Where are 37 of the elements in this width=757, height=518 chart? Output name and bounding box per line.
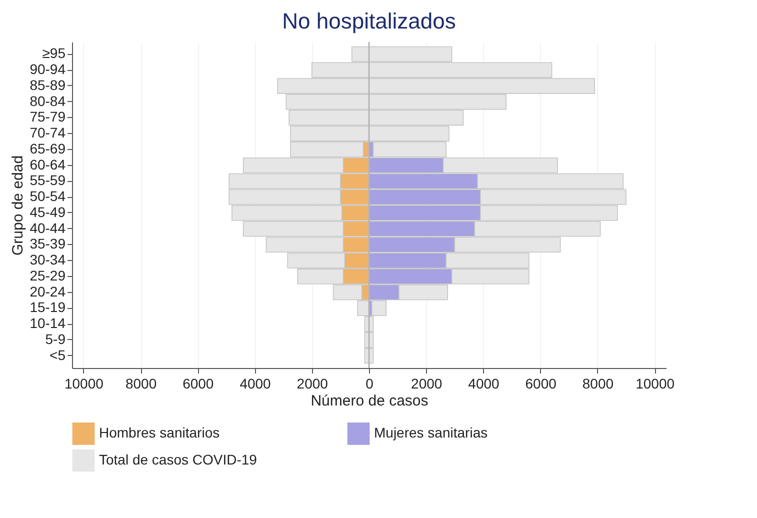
legend-label: Mujeres sanitarias bbox=[374, 424, 488, 441]
x-tick-label: 10000 bbox=[636, 376, 675, 392]
x-tick-label: 6000 bbox=[182, 376, 214, 392]
x-tick-label: 4000 bbox=[468, 376, 500, 392]
x-tick-label: 2000 bbox=[296, 376, 328, 392]
y-tick-label: 45-49 bbox=[30, 204, 66, 220]
y-axis-title: Grupo de edad bbox=[10, 155, 27, 256]
y-tick-label: 20-24 bbox=[30, 283, 66, 300]
x-tick-label: 10000 bbox=[64, 376, 104, 392]
x-tick-label: 8000 bbox=[582, 376, 614, 392]
y-tick-label: 15-19 bbox=[30, 299, 66, 316]
x-axis-title: Número de casos bbox=[310, 392, 428, 410]
y-tick-label: 60-64 bbox=[30, 156, 66, 172]
y-tick-label: 80-84 bbox=[30, 92, 66, 109]
x-tick-label: 2000 bbox=[411, 376, 442, 392]
y-tick-label: ≥95 bbox=[42, 45, 66, 62]
y-tick-label: <5 bbox=[50, 346, 66, 363]
y-tick-label: 40-44 bbox=[30, 220, 66, 236]
x-tick-label: 4000 bbox=[240, 376, 272, 392]
x-tick-label: 8000 bbox=[125, 376, 157, 392]
chart-title: No hospitalizados bbox=[282, 8, 456, 34]
y-tick-label: 35-39 bbox=[30, 236, 66, 252]
legend-label: Hombres sanitarios bbox=[99, 424, 220, 441]
y-tick-label: 5-9 bbox=[45, 330, 66, 347]
y-tick-label: 85-89 bbox=[30, 76, 66, 93]
y-tick-label: 30-34 bbox=[30, 252, 66, 268]
y-tick-label: 50-54 bbox=[30, 188, 66, 204]
y-tick-label: 25-29 bbox=[30, 267, 66, 284]
legend-label: Total de casos COVID-19 bbox=[99, 452, 258, 468]
y-tick-label: 10-14 bbox=[30, 315, 66, 332]
y-tick-label: 70-74 bbox=[30, 124, 66, 141]
y-tick-label: 75-79 bbox=[30, 108, 66, 125]
y-tick-label: 65-69 bbox=[30, 140, 66, 156]
y-tick-label: 90-94 bbox=[30, 61, 66, 78]
x-tick-label: 6000 bbox=[525, 376, 557, 392]
y-tick-label: 55-59 bbox=[30, 172, 66, 188]
x-tick-label: 0 bbox=[366, 376, 374, 392]
